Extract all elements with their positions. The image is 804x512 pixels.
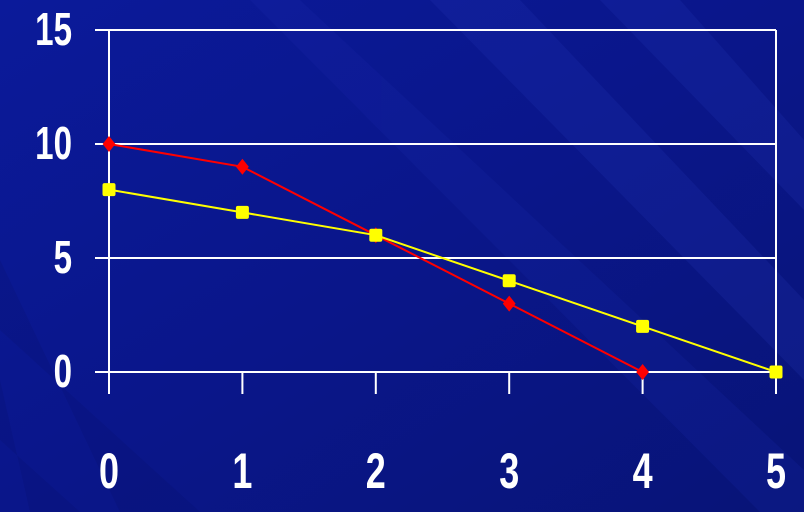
series-1-point-5 — [769, 365, 783, 379]
y-tick-label-10: 10 — [35, 119, 72, 169]
series-0-point-0 — [102, 136, 116, 152]
x-tick-label-1: 1 — [232, 444, 252, 499]
series-1-point-4 — [636, 319, 650, 333]
x-tick-label-0: 0 — [99, 444, 119, 499]
series-line-1 — [108, 188, 777, 373]
x-tick-label-3: 3 — [499, 444, 519, 499]
series-1-point-0 — [102, 183, 116, 197]
x-tick-label-2: 2 — [366, 444, 386, 499]
series-0-point-4 — [636, 364, 649, 380]
x-tick-label-4: 4 — [633, 444, 653, 499]
y-tick-label-5: 5 — [54, 233, 72, 283]
series-0-point-3 — [502, 295, 516, 312]
gridlines — [109, 29, 777, 372]
y-tick-label-0: 0 — [54, 347, 72, 397]
series-0-point-1 — [236, 158, 249, 175]
y-tick-label-15: 15 — [35, 5, 72, 55]
series-1-point-2 — [369, 228, 383, 242]
series — [102, 136, 783, 380]
x-tick-label-5: 5 — [766, 444, 786, 499]
tick-labels: 0 5 10 15 0 1 2 3 4 5 — [35, 5, 786, 500]
series-1-point-1 — [235, 205, 249, 219]
series-1-point-3 — [502, 274, 516, 288]
